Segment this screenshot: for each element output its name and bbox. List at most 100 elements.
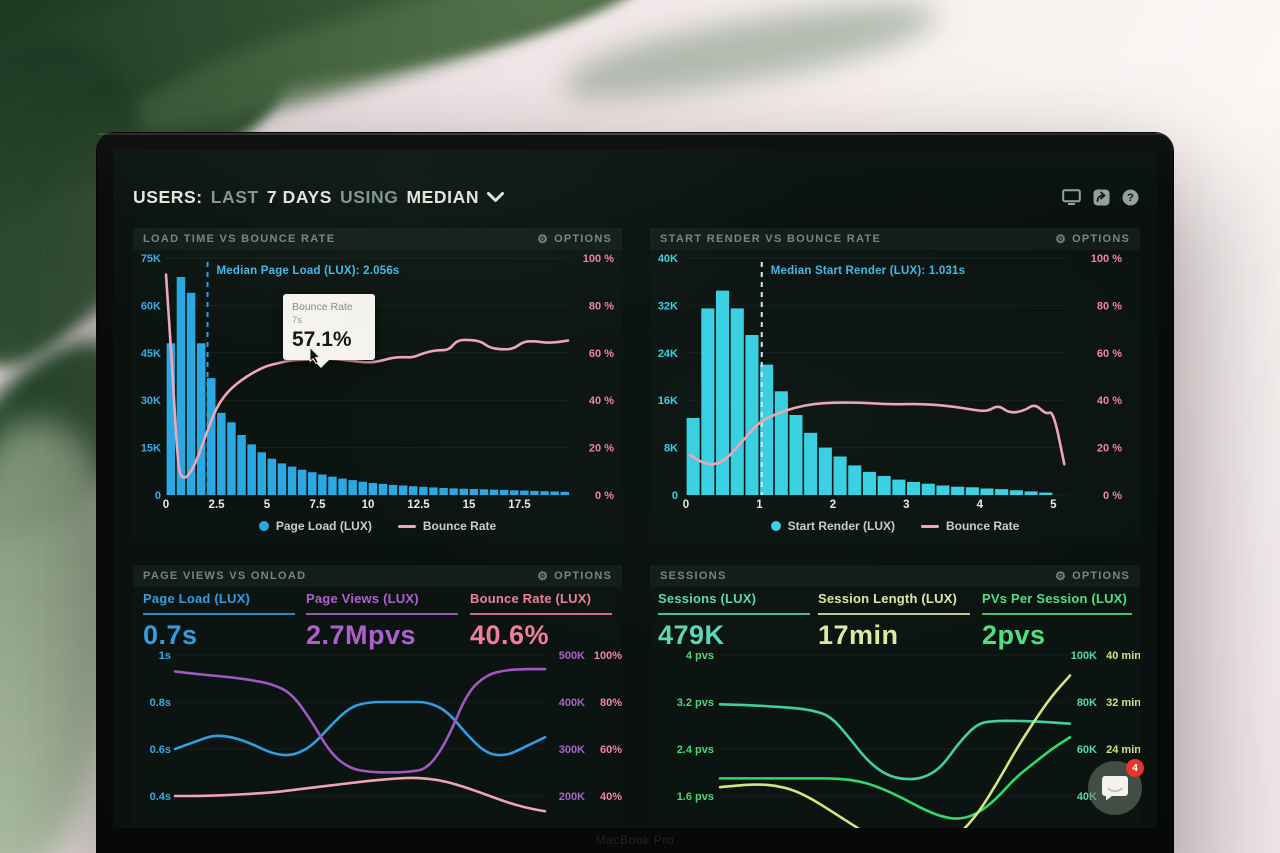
page-views-line-chart[interactable]: 1s 500K 100% 0.8s 400K 80% 0.6s 300K 60% 0.4s 200K… [133, 650, 622, 828]
metric-session-length: Session Length (LUX) 17min [818, 591, 970, 651]
svg-text:24K: 24K [658, 348, 678, 360]
display-icon[interactable] [1062, 189, 1081, 205]
tooltip-bucket: 7s [292, 315, 303, 326]
title-part: MEDIAN [406, 186, 480, 207]
chart-legend: Start Render (LUX) Bounce Rate [650, 519, 1140, 533]
svg-text:4 pvs: 4 pvs [686, 650, 714, 662]
metric-underline [982, 613, 1132, 615]
metric-label: Bounce Rate (LUX) [470, 591, 592, 606]
svg-text:10: 10 [362, 499, 375, 508]
chat-widget-button[interactable]: 4 [1088, 759, 1144, 815]
svg-text:0.4s: 0.4s [150, 791, 171, 803]
svg-text:4: 4 [977, 499, 984, 508]
plant-leaf [557, 0, 943, 113]
svg-text:100 %: 100 % [583, 253, 614, 265]
svg-text:2: 2 [830, 499, 836, 508]
share-icon[interactable] [1093, 189, 1110, 206]
svg-text:1: 1 [756, 499, 763, 508]
svg-text:3: 3 [903, 499, 909, 508]
svg-text:100 %: 100 % [1091, 253, 1122, 265]
svg-text:80 %: 80 % [1097, 300, 1122, 312]
gear-icon: ⚙ [537, 232, 550, 246]
metric-underline [470, 613, 612, 615]
svg-text:75K: 75K [141, 253, 161, 265]
metric-value: 479K [658, 620, 725, 650]
svg-text:15K: 15K [141, 443, 161, 455]
svg-text:1s: 1s [159, 650, 171, 662]
panel-title: PAGE VIEWS VS ONLOAD [143, 570, 307, 582]
title-part: USING [340, 186, 399, 207]
svg-text:40 min: 40 min [1106, 650, 1140, 662]
svg-text:5: 5 [1050, 499, 1057, 508]
help-icon[interactable]: ? [1122, 189, 1139, 206]
svg-text:200K: 200K [559, 791, 585, 803]
svg-text:24 min: 24 min [1106, 744, 1140, 756]
svg-text:Median Page Load (LUX): 2.056s: Median Page Load (LUX): 2.056s [217, 265, 400, 277]
svg-text:45K: 45K [141, 348, 161, 360]
panel-page-views-vs-onload: PAGE VIEWS VS ONLOAD ⚙ OPTIONS Page Load … [133, 565, 622, 828]
title-part: USERS: [133, 186, 203, 207]
options-button[interactable]: ⚙ OPTIONS [1055, 232, 1130, 246]
panel-start-render-vs-bounce-rate: START RENDER VS BOUNCE RATE ⚙ OPTIONS 40K… [650, 228, 1140, 543]
svg-text:3.2 pvs: 3.2 pvs [677, 697, 714, 709]
svg-text:0.8s: 0.8s [150, 697, 171, 709]
svg-text:17.5: 17.5 [508, 499, 531, 508]
svg-text:2.4 pvs: 2.4 pvs [677, 744, 714, 756]
metric-label: PVs Per Session (LUX) [982, 591, 1128, 606]
options-button[interactable]: ⚙ OPTIONS [537, 232, 612, 246]
dashboard-title-dropdown[interactable]: USERS: LAST 7 DAYS USING MEDIAN [133, 186, 505, 208]
legend-item: Bounce Rate [397, 519, 496, 533]
svg-text:80%: 80% [600, 697, 622, 709]
metric-underline [818, 613, 970, 615]
svg-text:2.5: 2.5 [209, 499, 226, 508]
metric-label: Page Views (LUX) [306, 591, 419, 606]
sessions-line-chart[interactable]: 4 pvs 100K 40 min 3.2 pvs 80K 32 min 2.4 pvs 60… [650, 650, 1140, 828]
legend-line-swatch [397, 524, 416, 528]
legend-item: Bounce Rate [920, 519, 1019, 533]
panel-sessions: SESSIONS ⚙ OPTIONS Sessions (LUX) 479K Se… [650, 565, 1140, 828]
panel-title-bar: START RENDER VS BOUNCE RATE ⚙ OPTIONS [650, 228, 1140, 250]
panel-load-time-vs-bounce-rate: LOAD TIME VS BOUNCE RATE ⚙ OPTIONS 75K 100… [133, 228, 622, 543]
metric-page-load: Page Load (LUX) 0.7s [143, 591, 295, 651]
metric-page-views: Page Views (LUX) 2.7Mpvs [306, 591, 458, 651]
start-render-histogram-chart[interactable]: 40K 100 % 32K 80 % 24K 60 % 16K 40 % 8K 20 % 0 0 % 0… [650, 250, 1140, 508]
svg-text:0.6s: 0.6s [150, 744, 171, 756]
metric-underline [306, 613, 458, 615]
svg-text:80 %: 80 % [589, 300, 614, 312]
svg-text:Median Start Render (LUX): 1.0: Median Start Render (LUX): 1.031s [771, 265, 965, 277]
load-time-histogram-chart[interactable]: 75K 100 % 60K 80 % 45K 60 % 30K 40 % 15K 20 % 0 0 %… [133, 250, 622, 508]
chevron-down-icon[interactable] [487, 191, 505, 203]
svg-text:32K: 32K [658, 300, 678, 312]
metric-label: Sessions (LUX) [658, 591, 757, 606]
panel-title: SESSIONS [660, 570, 727, 582]
svg-text:60K: 60K [1077, 744, 1097, 756]
panel-title-bar: LOAD TIME VS BOUNCE RATE ⚙ OPTIONS [133, 228, 622, 250]
panel-title-bar: SESSIONS ⚙ OPTIONS [650, 565, 1140, 587]
svg-text:15: 15 [463, 499, 476, 508]
svg-text:0 %: 0 % [595, 490, 614, 502]
svg-text:7.5: 7.5 [310, 499, 327, 508]
legend-item: Start Render (LUX) [770, 519, 895, 533]
svg-text:0: 0 [155, 490, 161, 502]
gear-icon: ⚙ [1055, 232, 1068, 246]
gear-icon: ⚙ [537, 569, 550, 583]
tooltip-value: 57.1% [292, 328, 352, 351]
dashboard-header: USERS: LAST 7 DAYS USING MEDIAN [133, 183, 1139, 211]
options-button[interactable]: ⚙ OPTIONS [1055, 569, 1130, 583]
svg-text:0: 0 [672, 490, 678, 502]
metric-value: 17min [818, 620, 899, 650]
metric-value: 2pvs [982, 620, 1046, 650]
svg-text:16K: 16K [658, 395, 678, 407]
metric-label: Page Load (LUX) [143, 591, 251, 606]
options-button[interactable]: ⚙ OPTIONS [537, 569, 612, 583]
svg-text:80K: 80K [1077, 697, 1097, 709]
svg-text:500K: 500K [559, 650, 585, 662]
header-toolbar: ? [1062, 189, 1139, 206]
svg-text:100%: 100% [594, 650, 622, 662]
gear-icon: ⚙ [1055, 569, 1068, 583]
svg-text:20 %: 20 % [589, 443, 614, 455]
svg-text:?: ? [1127, 192, 1134, 204]
svg-text:32 min: 32 min [1106, 697, 1140, 709]
svg-text:60 %: 60 % [1097, 348, 1122, 360]
metric-value: 0.7s [143, 620, 198, 650]
